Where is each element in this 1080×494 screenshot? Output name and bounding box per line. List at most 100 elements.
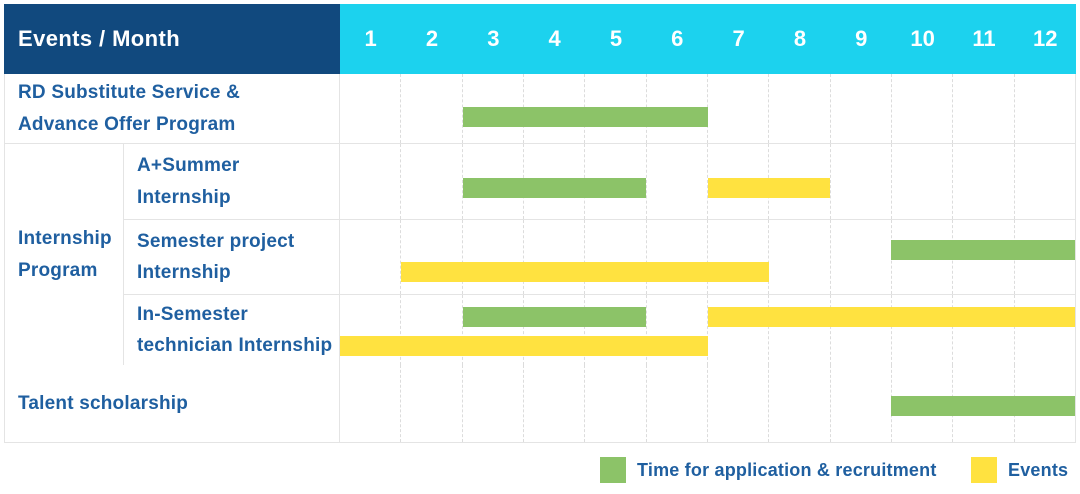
- month-cell: [892, 144, 954, 219]
- header-title-cell: Events / Month: [4, 4, 340, 74]
- chart-area-a-plus-summer-internship: [340, 144, 1075, 219]
- month-cell: [953, 295, 1015, 365]
- month-cell: [524, 220, 586, 294]
- month-cell: [340, 365, 402, 442]
- month-header-strip: 1 2 3 4 5 6 7 8 9 10 11 12: [340, 4, 1076, 74]
- yellow-legend-swatch: [971, 457, 997, 483]
- gantt-bar-yellow-m2-m7: [401, 262, 769, 282]
- month-cell: [647, 295, 708, 365]
- month-cell: [892, 74, 954, 143]
- month-header-8: 8: [793, 26, 807, 51]
- gantt-bar-green-m3-m5: [462, 307, 647, 327]
- month-cell: [647, 365, 708, 442]
- month-header-3: 3: [487, 26, 500, 51]
- month-cell: [831, 74, 892, 143]
- row-semester-project-internship: Semester project Internship: [124, 220, 1075, 295]
- month-cell: [340, 74, 402, 143]
- gantt-bar-yellow-m7-m12: [707, 307, 1075, 327]
- month-header-7: 7: [732, 26, 745, 51]
- row-label-cell: Semester project Internship: [124, 220, 340, 294]
- internship-program-group: Internship Program A+Summer Internship S…: [5, 144, 1075, 365]
- month-gridlines: [340, 74, 1075, 143]
- row-label: In-Semester technician Internship: [137, 303, 333, 356]
- green-legend-swatch: [600, 457, 626, 483]
- month-cell: [524, 365, 586, 442]
- month-cell: [1015, 144, 1075, 219]
- header-title: Events / Month: [18, 26, 181, 51]
- month-cell: [401, 365, 463, 442]
- month-header-9: 9: [855, 26, 868, 51]
- row-label-cell: RD Substitute Service & Advance Offer Pr…: [5, 74, 340, 143]
- month-header-12: 12: [1033, 26, 1058, 51]
- month-cell: [463, 365, 524, 442]
- chart-area-semester-project-internship: [340, 220, 1075, 294]
- gantt-table: Events / Month 1 2 3 4 5 6 7 8 9 10 11 12 RD Substi…: [4, 4, 1076, 443]
- row-label: Semester project Internship: [137, 230, 295, 283]
- month-header-10: 10: [910, 26, 935, 51]
- month-cell: [831, 295, 892, 365]
- month-cell: [831, 365, 892, 442]
- month-header-2: 2: [425, 26, 439, 51]
- gantt-bar-green-m3-m6: [462, 107, 708, 127]
- row-a-plus-summer-internship: A+Summer Internship: [124, 144, 1075, 220]
- month-cell: [769, 295, 831, 365]
- month-cell: [340, 144, 402, 219]
- month-cell: [769, 74, 831, 143]
- month-cell: [340, 295, 402, 365]
- month-gridlines: [340, 295, 1075, 365]
- month-cell: [401, 144, 463, 219]
- month-cell: [831, 144, 892, 219]
- month-cell: [524, 295, 586, 365]
- table-body: RD Substitute Service & Advance Offer Pr…: [4, 74, 1076, 443]
- row-label: Talent scholarship: [18, 392, 189, 414]
- month-cell: [401, 220, 463, 294]
- month-cell: [1015, 74, 1075, 143]
- month-cell: [953, 74, 1015, 143]
- month-cell: [401, 74, 463, 143]
- month-cell: [463, 220, 524, 294]
- month-cell: [769, 144, 831, 219]
- legend-item-events: Events: [971, 457, 1068, 483]
- month-cell: [401, 295, 463, 365]
- chart-area-rd-substitute-service: [340, 74, 1075, 143]
- legend-label: Events: [1008, 459, 1069, 480]
- row-in-semester-technician-internship: In-Semester technician Internship: [124, 295, 1075, 365]
- row-rd-substitute-service: RD Substitute Service & Advance Offer Pr…: [5, 74, 1075, 144]
- month-cell: [585, 295, 647, 365]
- month-cell: [769, 220, 831, 294]
- month-cell: [647, 144, 708, 219]
- row-label-cell: In-Semester technician Internship: [124, 295, 340, 365]
- month-cell: [340, 220, 402, 294]
- row-talent-scholarship: Talent scholarship: [5, 365, 1075, 442]
- month-cell: [708, 365, 770, 442]
- month-cell: [463, 295, 524, 365]
- month-header-5: 5: [609, 26, 623, 51]
- month-cell: [708, 74, 770, 143]
- legend-label: Time for application & recruitment: [637, 459, 937, 480]
- gantt-bar-yellow-m7-m8: [707, 178, 830, 198]
- group-label-cell: Internship Program: [5, 144, 124, 365]
- legend-item-application-recruitment: Time for application & recruitment: [600, 457, 937, 483]
- month-header-11: 11: [972, 26, 996, 51]
- row-label-cell: A+Summer Internship: [124, 144, 340, 219]
- month-cell: [585, 220, 647, 294]
- row-label: A+Summer Internship: [137, 155, 240, 208]
- month-cell: [708, 220, 770, 294]
- gantt-bar-green-m10-m12: [891, 240, 1075, 260]
- month-cell: [1015, 295, 1075, 365]
- group-label: Internship Program: [18, 228, 112, 281]
- month-cell: [953, 144, 1015, 219]
- row-label-cell: Talent scholarship: [5, 365, 340, 442]
- chart-area-talent-scholarship: [340, 365, 1075, 442]
- group-rows: A+Summer Internship Semester project Int…: [124, 144, 1075, 365]
- month-cell: [831, 220, 892, 294]
- month-cell: [647, 220, 708, 294]
- gantt-bar-yellow-m1-m6: [340, 336, 708, 356]
- month-header-1: 1: [364, 26, 377, 51]
- month-header-6: 6: [671, 26, 684, 51]
- month-cell: [769, 365, 831, 442]
- row-label: RD Substitute Service & Advance Offer Pr…: [18, 82, 241, 135]
- month-cell: [708, 295, 770, 365]
- gantt-bar-green-m10-m12: [891, 396, 1075, 416]
- gantt-bar-green-m3-m5: [462, 178, 647, 198]
